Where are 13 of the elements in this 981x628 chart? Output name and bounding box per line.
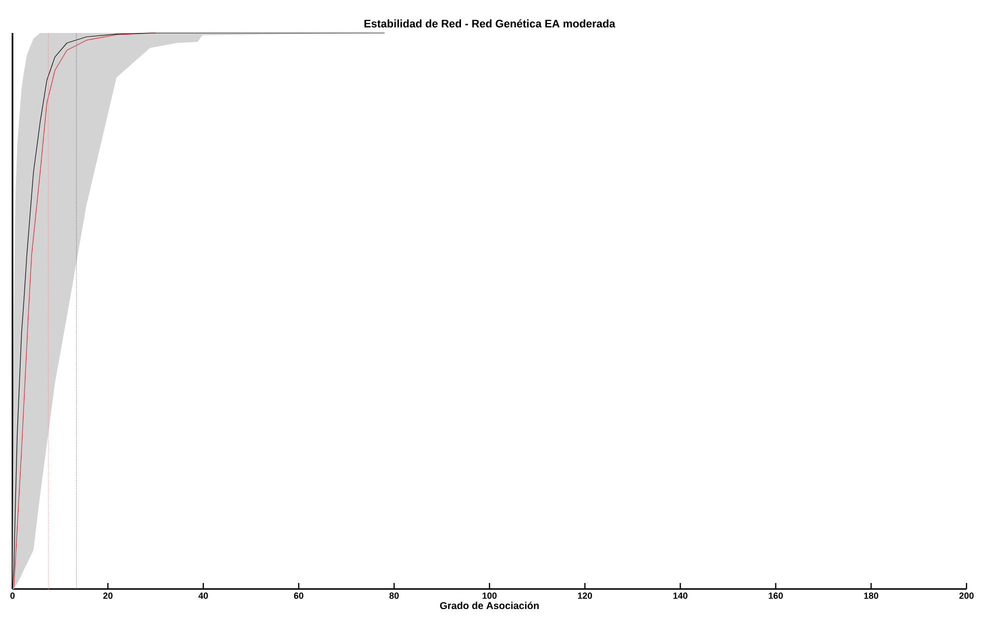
x-tick-label: 120: [578, 592, 592, 599]
x-tick-label: 180: [864, 592, 878, 599]
x-tick-label: 40: [198, 592, 208, 599]
x-tick-label: 100: [482, 592, 497, 599]
chart-title: Estabilidad de Red - Red Genética EA moderada: [364, 19, 616, 28]
x-axis-title: Grado de Asociación: [440, 602, 539, 610]
x-tick-label: 160: [768, 592, 783, 599]
x-tick-label: 80: [389, 592, 399, 599]
x-tick-label: 60: [294, 592, 304, 599]
x-tick-label: 140: [673, 592, 688, 599]
x-tick-label: 0: [10, 592, 15, 599]
x-tick-label: 20: [103, 592, 113, 599]
x-tick-label: 200: [959, 592, 974, 599]
